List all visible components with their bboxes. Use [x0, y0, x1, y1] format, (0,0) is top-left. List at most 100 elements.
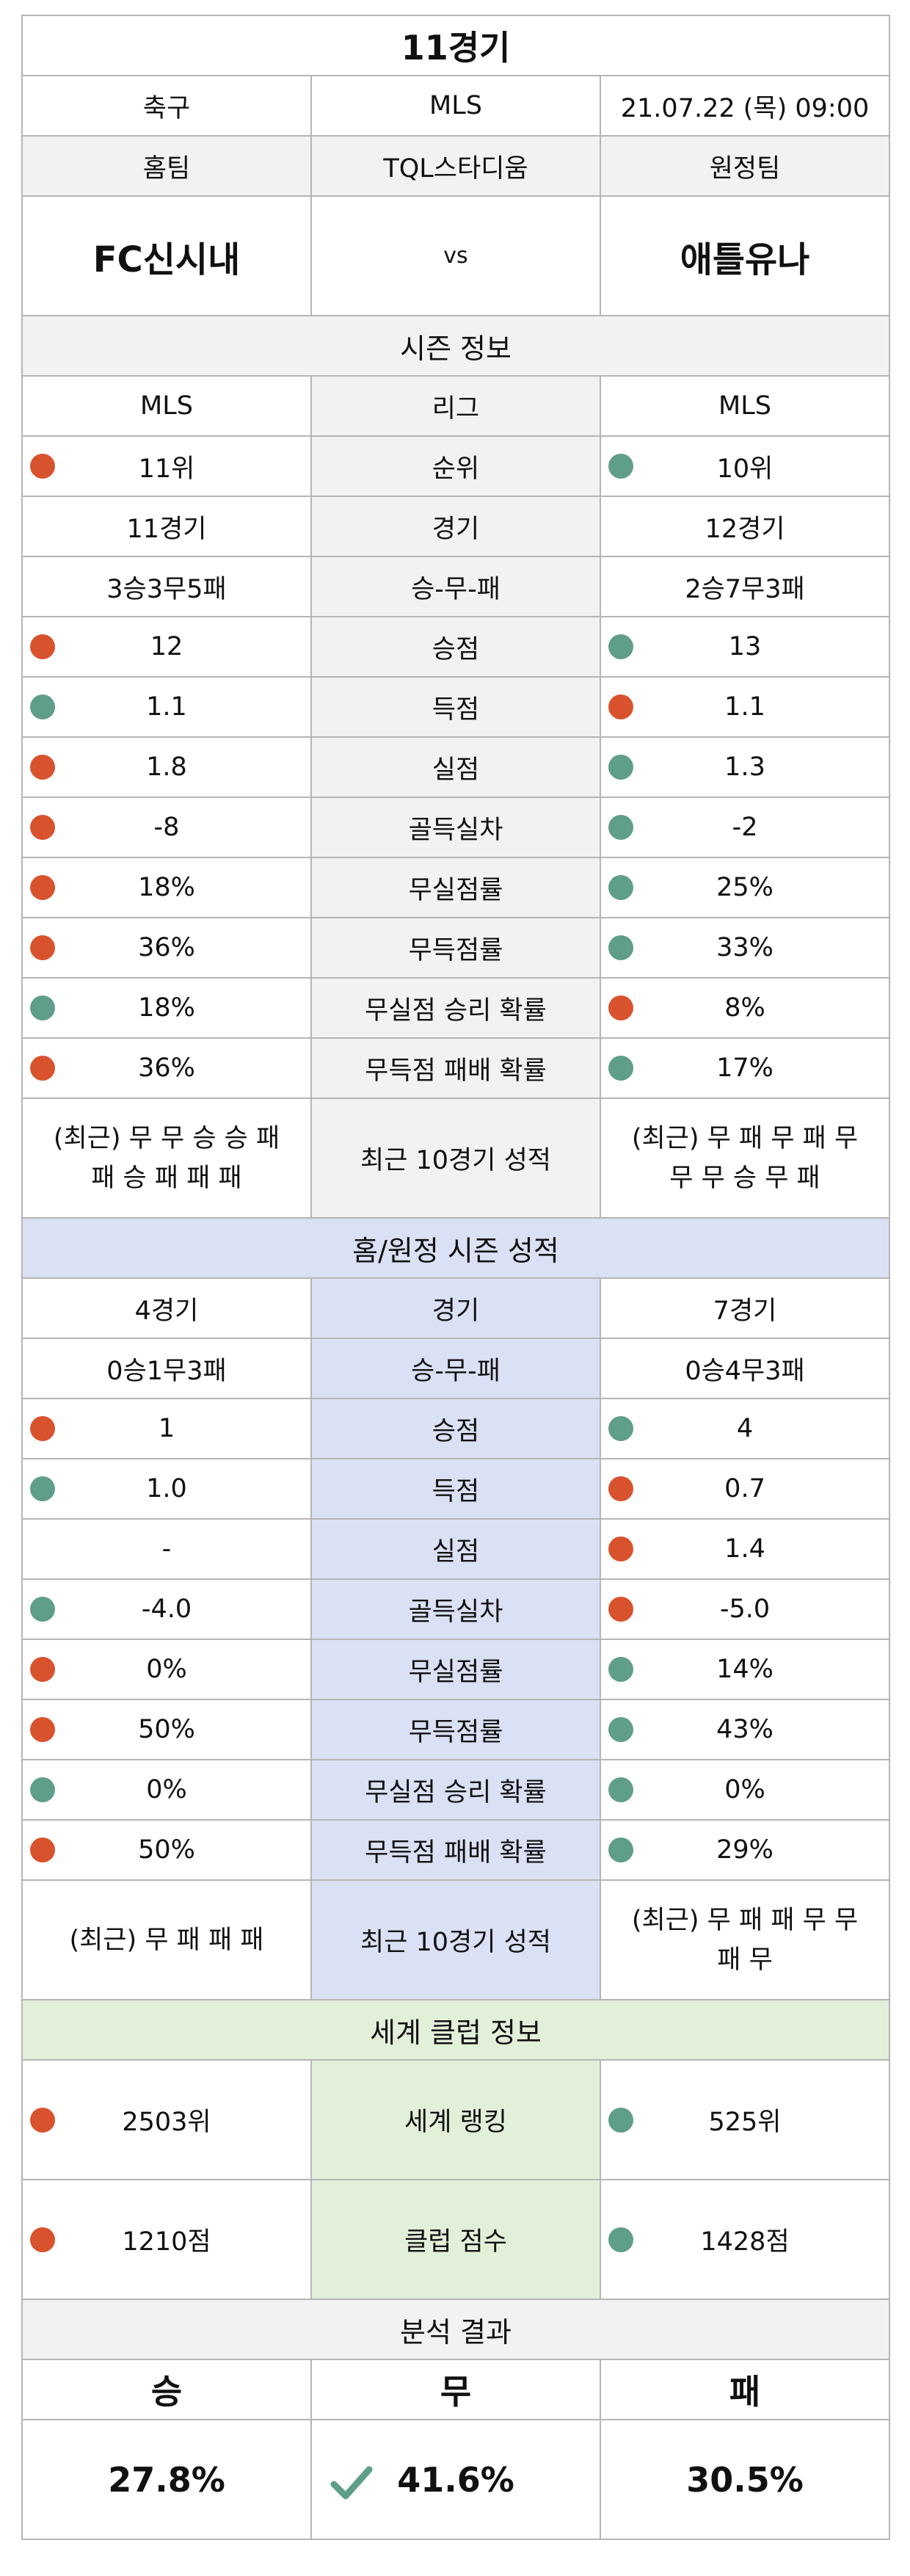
- home-teal-dot-icon: [30, 1777, 55, 1802]
- away-value-text: 1428점: [700, 2227, 790, 2257]
- away-value-text: 7경기: [713, 1296, 777, 1326]
- stadium-cell: TQL스타디움: [310, 135, 601, 197]
- homeaway-away-value: 29%: [599, 1819, 891, 1881]
- away-value-text: 13: [728, 632, 762, 661]
- home-value-text: 1.0: [146, 1474, 187, 1503]
- away-teal-dot-icon: [608, 454, 633, 479]
- home-red-dot-icon: [30, 875, 55, 900]
- season-stat-label: 승점: [310, 616, 601, 678]
- season-away-value: 2승7무3패: [599, 556, 891, 617]
- world-stat-label: 세계 랭킹: [310, 2059, 601, 2180]
- win-probability: 27.8%: [21, 2419, 312, 2540]
- win-label: 승: [21, 2359, 312, 2420]
- homeaway-stat-label: 승점: [310, 1398, 601, 1459]
- homeaway-stat-label: 무득점률: [310, 1699, 601, 1760]
- away-value-text: 525위: [708, 2108, 782, 2137]
- season-row: 18% 무실점 승리 확률 8%: [21, 977, 891, 1039]
- homeaway-row: -4.0 골득실차 -5.0: [21, 1578, 891, 1640]
- home-value-text: -4.0: [141, 1594, 192, 1624]
- home-value-text: 0%: [146, 1655, 187, 1684]
- away-value-text: MLS: [718, 391, 771, 421]
- homeaway-section-header: 홈/원정 시즌 성적: [21, 1217, 891, 1279]
- homeaway-stat-label: 무득점 패배 확률: [310, 1819, 601, 1881]
- homeaway-stat-label: 승-무-패: [310, 1338, 601, 1399]
- homeaway-stat-label: 경기: [310, 1277, 601, 1339]
- homeaway-home-value: 0승1무3패: [21, 1338, 312, 1399]
- away-teal-dot-icon: [608, 875, 633, 900]
- season-stat-label: 리그: [310, 375, 601, 437]
- homeaway-row: 1.0 득점 0.7: [21, 1458, 891, 1520]
- away-value-text: 10위: [716, 454, 774, 484]
- world-away-value: 525위: [599, 2059, 891, 2180]
- league-cell: MLS: [310, 75, 601, 137]
- away-recent-line2: 무 무 승 무 패: [669, 1163, 820, 1193]
- season-away-value: 1.1: [599, 676, 891, 738]
- homeaway-row: 0승1무3패 승-무-패 0승4무3패: [21, 1338, 891, 1399]
- home-red-dot-icon: [30, 1416, 55, 1441]
- home-recent-line1: (최근) 무 무 승 승 패: [53, 1123, 280, 1153]
- away-teal-dot-icon: [608, 935, 633, 960]
- homeaway-row: 4경기 경기 7경기: [21, 1277, 891, 1339]
- season-row: -8 골득실차 -2: [21, 797, 891, 858]
- world-home-value: 1210점: [21, 2179, 312, 2300]
- home-red-dot-icon: [30, 2107, 55, 2133]
- away-teal-dot-icon: [608, 1837, 633, 1862]
- season-stat-label: 실점: [310, 736, 601, 798]
- away-value-text: 12경기: [705, 514, 785, 544]
- away-teal-dot-icon: [608, 2107, 633, 2133]
- home-value-text: 50%: [138, 1715, 195, 1744]
- homeaway-stat-label: 골득실차: [310, 1578, 601, 1640]
- season-away-value: 17%: [599, 1037, 891, 1099]
- season-away-value: -2: [599, 797, 891, 858]
- homeaway-row: 1 승점 4: [21, 1398, 891, 1459]
- homeaway-away-value: 7경기: [599, 1277, 891, 1339]
- season-home-value: MLS: [21, 375, 312, 437]
- homeaway-away-value: 1.4: [599, 1518, 891, 1580]
- homeaway-away-value: 0%: [599, 1759, 891, 1821]
- away-teal-dot-icon: [608, 1717, 633, 1742]
- homeaway-away-value: -5.0: [599, 1578, 891, 1640]
- home-value-text: 4경기: [134, 1296, 199, 1326]
- away-teal-dot-icon: [608, 755, 633, 780]
- lose-probability: 30.5%: [599, 2419, 891, 2540]
- match-table: 11경기 축구 MLS 21.07.22 (목) 09:00 홈팀 TQL스타디…: [21, 15, 891, 2540]
- home-value-text: 11경기: [126, 514, 207, 544]
- homeaway-stat-label: 무실점률: [310, 1639, 601, 1700]
- season-away-value: 1.3: [599, 736, 891, 798]
- season-home-value: 36%: [21, 917, 312, 979]
- home-value-text: 1: [158, 1414, 175, 1443]
- season-home-value: -8: [21, 797, 312, 858]
- home-value-text: -8: [153, 813, 180, 842]
- home-recent-line1: (최근) 무 패 패 패: [69, 1925, 264, 1955]
- check-icon: [330, 2466, 373, 2499]
- home-value-text: 1210점: [122, 2227, 211, 2257]
- away-value-text: 1.3: [724, 752, 765, 782]
- season-recent-label: 최근 10경기 성적: [310, 1097, 601, 1219]
- away-red-dot-icon: [608, 694, 633, 719]
- away-teal-dot-icon: [608, 1777, 633, 1802]
- home-red-dot-icon: [30, 454, 55, 479]
- away-value-text: 43%: [716, 1715, 774, 1744]
- analysis-section-header: 분석 결과: [21, 2299, 891, 2360]
- away-label: 원정팀: [599, 135, 891, 197]
- away-value-text: -5.0: [719, 1594, 771, 1624]
- away-value-text: -2: [732, 813, 758, 842]
- world-section-title: 세계 클럽 정보: [21, 1999, 891, 2061]
- away-red-dot-icon: [608, 995, 633, 1020]
- homeaway-recent-label: 최근 10경기 성적: [310, 1879, 601, 2000]
- away-teal-dot-icon: [608, 1056, 633, 1081]
- season-row: 3승3무5패 승-무-패 2승7무3패: [21, 556, 891, 617]
- home-value-text: 3승3무5패: [106, 574, 227, 604]
- away-teal-dot-icon: [608, 2227, 633, 2252]
- home-value-text: 0승1무3패: [106, 1356, 227, 1386]
- away-value-text: 14%: [716, 1655, 774, 1684]
- homeaway-home-value: 50%: [21, 1819, 312, 1881]
- home-value-text: 2503위: [122, 2108, 211, 2137]
- home-team-name: FC신시내: [21, 195, 312, 316]
- homeaway-away-value: 0승4무3패: [599, 1338, 891, 1399]
- season-away-value: 8%: [599, 977, 891, 1039]
- season-section-title: 시즌 정보: [21, 315, 891, 377]
